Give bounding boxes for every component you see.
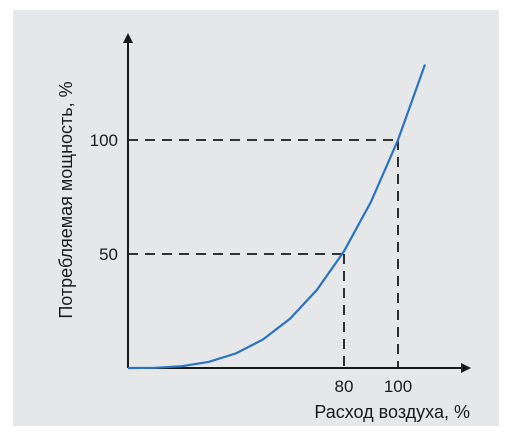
y-axis-label: Потребляемая мощность, % (56, 81, 76, 318)
y-tick-labels: 50 100 (90, 131, 118, 264)
y-tick-label: 100 (90, 131, 118, 150)
y-tick-label: 50 (99, 245, 118, 264)
x-tick-label: 80 (335, 377, 354, 396)
x-axis-label: Расход воздуха, % (314, 402, 470, 422)
x-tick-labels: 80 100 (335, 377, 413, 396)
chart-panel (13, 10, 499, 426)
reference-lines (128, 139, 399, 368)
series-line (127, 64, 427, 370)
x-tick-label: 100 (384, 377, 412, 396)
